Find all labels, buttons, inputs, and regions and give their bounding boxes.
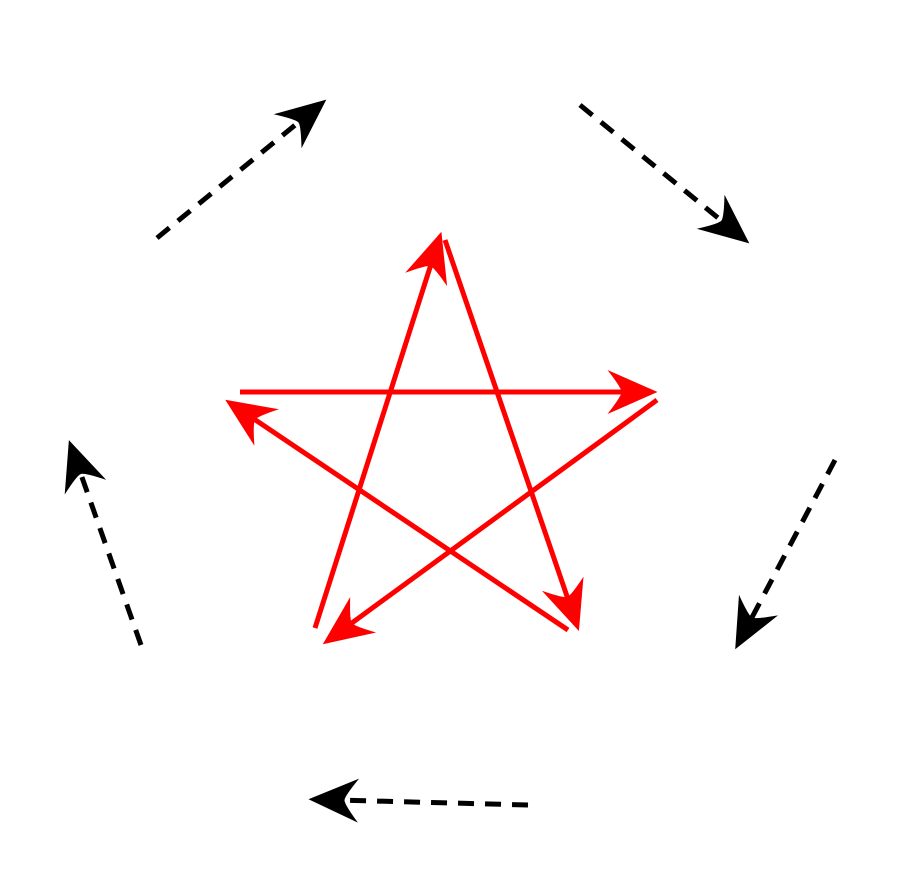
outer-arrow-shaft	[75, 465, 144, 646]
outer-arrow-left	[64, 440, 144, 646]
outer-arrow-right	[735, 458, 838, 650]
outer-arrowhead	[696, 194, 750, 244]
star-arrowhead	[322, 597, 377, 645]
outer-arrow-shaft	[745, 458, 838, 627]
star-arrow-to-right	[240, 370, 658, 414]
star-arrow-to-top	[312, 231, 448, 629]
star-arrow-to-left	[225, 399, 570, 633]
outer-arrow-shaft	[578, 103, 730, 228]
outer-arrowhead	[735, 594, 778, 650]
star-arrow-shaft	[312, 257, 436, 629]
outer-arrowhead	[273, 99, 327, 149]
outer-ring	[64, 99, 838, 823]
star-arrowhead	[607, 370, 658, 414]
outer-arrow-shaft	[335, 797, 529, 808]
outer-arrow-bottom	[308, 778, 529, 823]
star-arrowhead	[405, 231, 448, 287]
inner-star	[225, 231, 659, 645]
outer-arrow-shaft	[155, 115, 307, 240]
star-arrow-to-bottom-left	[322, 397, 659, 645]
star-arrowhead	[225, 399, 279, 446]
outer-arrow-top-right	[578, 103, 750, 244]
outer-arrow-top-left	[155, 99, 327, 240]
star-arrow-to-bottom-right	[442, 239, 584, 631]
star-arrow-shaft	[442, 239, 573, 606]
outer-arrowhead	[308, 778, 360, 823]
outer-arrowhead	[64, 440, 107, 495]
star-arrow-shaft	[246, 412, 570, 633]
star-arrow-shaft	[343, 397, 659, 631]
star-arrowhead	[541, 576, 584, 631]
